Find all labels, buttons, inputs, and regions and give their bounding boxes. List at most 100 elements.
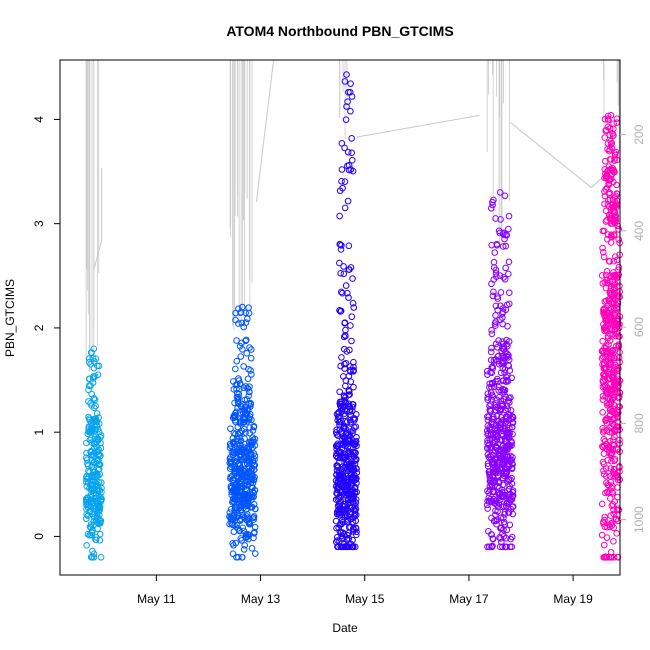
- data-point: [345, 386, 353, 394]
- data-point: [608, 170, 616, 178]
- data-point: [341, 454, 348, 462]
- data-point: [85, 398, 92, 405]
- data-point: [503, 469, 511, 476]
- data-point: [243, 336, 250, 344]
- data-point: [606, 295, 614, 303]
- data-point: [606, 495, 614, 502]
- secondary-y-axis: 200 400 600 800 1000: [620, 124, 646, 533]
- data-point: [337, 307, 345, 315]
- data-point: [613, 530, 620, 537]
- data-point: [236, 461, 244, 469]
- data-point: [613, 181, 620, 189]
- data-point: [603, 268, 611, 275]
- data-point: [245, 400, 253, 407]
- y-tick-label: 0: [32, 533, 46, 540]
- data-point: [334, 495, 342, 503]
- data-point: [600, 249, 607, 256]
- data-point: [250, 476, 258, 483]
- data-point: [601, 278, 608, 286]
- data-point: [232, 480, 240, 488]
- data-point: [91, 472, 98, 479]
- data-point: [490, 288, 497, 296]
- data-point: [509, 487, 517, 494]
- data-point: [336, 426, 344, 433]
- data-point: [352, 437, 360, 445]
- data-point: [338, 398, 345, 406]
- x-tick-label: May 13: [241, 592, 281, 606]
- data-point: [498, 524, 505, 532]
- data-point: [346, 346, 353, 354]
- data-point: [347, 368, 354, 375]
- data-point: [239, 553, 246, 561]
- data-point: [250, 530, 258, 537]
- data-point: [242, 337, 249, 345]
- data-point: [496, 451, 503, 459]
- data-point: [226, 513, 233, 520]
- data-point: [93, 472, 101, 480]
- data-point: [491, 424, 499, 432]
- data-point: [610, 208, 618, 215]
- data-point: [613, 365, 620, 373]
- data-point: [607, 512, 615, 519]
- data-point: [94, 486, 102, 494]
- data-point: [609, 319, 616, 327]
- data-point: [611, 457, 618, 465]
- data-point: [343, 439, 351, 447]
- data-point: [91, 396, 99, 404]
- data-point: [611, 309, 619, 317]
- data-point: [488, 379, 496, 387]
- data-point: [610, 506, 617, 514]
- data-point: [605, 189, 613, 197]
- data-point: [611, 272, 619, 280]
- data-point: [602, 326, 610, 334]
- data-point: [603, 472, 610, 480]
- data-point: [487, 348, 495, 356]
- data-point: [608, 488, 616, 496]
- data-point: [343, 289, 351, 297]
- data-point: [348, 337, 355, 345]
- data-point: [493, 520, 500, 528]
- data-point: [505, 212, 513, 220]
- data-point: [342, 442, 349, 450]
- data-point: [242, 485, 249, 493]
- data-point: [605, 203, 613, 210]
- data-point: [504, 342, 511, 350]
- data-point: [90, 518, 98, 525]
- data-point: [493, 240, 501, 248]
- data-point: [242, 383, 250, 390]
- data-point: [610, 553, 618, 561]
- data-point: [345, 242, 353, 250]
- data-point: [503, 526, 511, 534]
- data-point: [90, 459, 98, 466]
- data-point: [94, 425, 102, 433]
- data-point: [349, 427, 357, 434]
- data-point: [603, 126, 610, 134]
- data-point: [615, 263, 623, 271]
- data-point: [229, 498, 236, 506]
- data-point: [509, 492, 517, 499]
- data-point: [240, 453, 248, 461]
- data-point: [608, 220, 616, 227]
- data-point: [492, 318, 499, 326]
- data-point: [336, 259, 343, 267]
- data-point: [341, 319, 348, 327]
- data-point: [333, 471, 340, 479]
- data-point: [490, 258, 498, 266]
- data-point: [601, 134, 609, 141]
- data-point: [506, 289, 513, 297]
- data-point: [231, 441, 238, 448]
- data-point: [88, 527, 96, 534]
- data-point: [496, 496, 504, 504]
- data-point: [242, 319, 250, 326]
- data-point: [247, 411, 254, 418]
- secondary-series-connector: [93, 168, 103, 270]
- data-point: [343, 543, 350, 551]
- data-point: [336, 212, 343, 220]
- data-point: [240, 546, 248, 553]
- data-point: [492, 302, 500, 310]
- data-point: [615, 333, 622, 340]
- data-point: [93, 422, 101, 430]
- data-point: [488, 363, 496, 371]
- data-point: [602, 127, 609, 135]
- data-point: [350, 368, 357, 375]
